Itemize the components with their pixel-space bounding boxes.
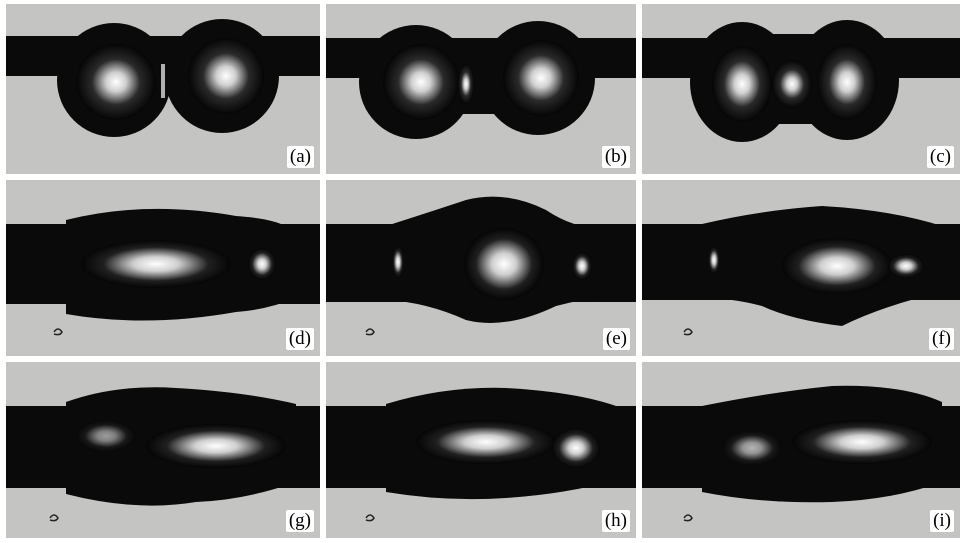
panel-a: (a): [6, 4, 320, 174]
panel-a-image: [6, 19, 320, 137]
panel-label: (h): [601, 510, 630, 532]
panel-h-image: [326, 387, 636, 522]
panel-c: (c): [642, 4, 960, 174]
panel-label: (d): [285, 328, 314, 350]
panel-e: (e): [326, 180, 636, 356]
panel-c-image: [642, 20, 960, 142]
panel-d-image: [6, 208, 320, 336]
panel-f: (f): [642, 180, 960, 356]
panel-label: (e): [602, 328, 630, 350]
panel-d: (d): [6, 180, 320, 356]
panel-label: (c): [926, 146, 954, 168]
panel-i: (i): [642, 362, 960, 538]
panel-f-image: [642, 206, 960, 336]
panel-label: (a): [286, 146, 314, 168]
panel-label: (b): [601, 146, 630, 168]
panel-label: (g): [285, 510, 314, 532]
panel-g: (g): [6, 362, 320, 538]
panel-label: (f): [929, 328, 954, 350]
panel-label: (i): [930, 510, 954, 532]
panel-e-image: [326, 196, 636, 336]
panel-b-image: [326, 21, 636, 139]
panel-b: (b): [326, 4, 636, 174]
panel-i-image: [642, 385, 960, 522]
panel-h: (h): [326, 362, 636, 538]
panel-g-image: [6, 387, 320, 522]
